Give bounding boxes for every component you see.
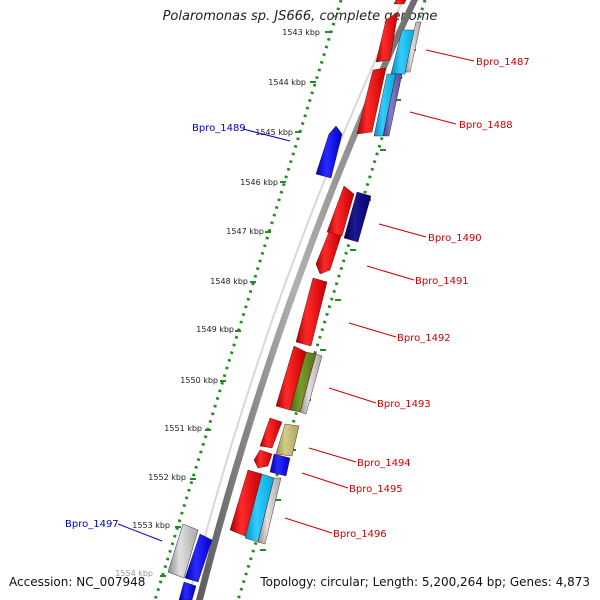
gene-bpro-1490-red (326, 185, 355, 237)
kbp-label: 1549 kbp (196, 325, 234, 334)
gene-bpro-1497-blue (184, 533, 213, 583)
topology-text: Topology: circular; Length: 5,200,264 bp… (260, 575, 590, 589)
inner-strand-genes (229, 0, 422, 545)
gene-bpro-1494-red (259, 417, 283, 449)
gene-bpro-1494-khaki (275, 423, 300, 457)
gene-label-bpro-1488: Bpro_1488 (459, 120, 513, 131)
outer-strand-genes (167, 125, 343, 600)
gene-bpro-1486 (393, 0, 407, 5)
gene-label-bpro-1493: Bpro_1493 (377, 399, 431, 410)
gene-bpro-1487-gray (404, 21, 422, 73)
kbp-label: 1544 kbp (268, 78, 306, 87)
gene-bpro-1496-gray (257, 477, 282, 545)
gene-bpro-1497-gray (167, 523, 199, 579)
kbp-labels: 1543 kbp 1544 kbp 1545 kbp 1546 kbp 1547… (115, 28, 320, 578)
leader-bpro-1493 (328, 387, 377, 404)
leader-bpro-1491 (366, 265, 415, 281)
gene-label-bpro-1487: Bpro_1487 (476, 57, 530, 68)
leader-bpro-1492 (348, 322, 397, 338)
kbp-label: 1551 kbp (164, 424, 202, 433)
leader-bpro-1487 (425, 49, 475, 62)
gene-labels-left: Bpro_1489 Bpro_1497 (65, 123, 246, 530)
gene-bpro-1490-navy (343, 191, 372, 243)
map-title: Polaromonas sp. JS666, complete genome (162, 9, 438, 24)
gene-label-bpro-1495: Bpro_1495 (349, 484, 403, 495)
gene-label-bpro-1496: Bpro_1496 (333, 529, 387, 540)
kbp-label: 1553 kbp (132, 521, 170, 530)
leader-bpro-1489 (242, 128, 291, 142)
accession-text: Accession: NC_007948 (9, 575, 146, 589)
leader-bpro-1488 (409, 111, 457, 125)
gene-bpro-1488-purple (382, 73, 403, 137)
gene-bpro-1491 (315, 231, 342, 275)
gene-label-bpro-1497: Bpro_1497 (65, 519, 119, 530)
leader-bpro-1494 (308, 447, 357, 463)
leader-bpro-1495 (301, 472, 349, 489)
kbp-label: 1543 kbp (282, 28, 320, 37)
outer-scale-dots (153, 0, 343, 600)
kbp-label: 1550 kbp (180, 376, 218, 385)
gene-label-bpro-1490: Bpro_1490 (428, 233, 482, 244)
gene-label-bpro-1492: Bpro_1492 (397, 333, 451, 344)
gene-bpro-1495 (269, 453, 291, 477)
gene-bpro-1489 (315, 125, 343, 179)
gene-bpro-1488-red (356, 67, 387, 135)
leader-bpro-1490 (378, 223, 427, 238)
kbp-label: 1552 kbp (148, 473, 186, 482)
kbp-label: 1548 kbp (210, 277, 248, 286)
kbp-label: 1545 kbp (255, 128, 293, 137)
gene-bpro-1487-red (375, 11, 399, 63)
genome-backbone-shadow (187, 0, 404, 600)
genome-backbone (196, 0, 418, 600)
gene-bpro-1498-blue (178, 581, 197, 600)
gene-bpro-1494-red2 (253, 449, 273, 469)
gene-bpro-1487-cyan (390, 29, 417, 75)
leader-bpro-1497 (117, 523, 163, 542)
leader-lines (117, 49, 475, 542)
gene-label-bpro-1491: Bpro_1491 (415, 276, 469, 287)
gene-bpro-1492 (295, 277, 328, 347)
gene-label-bpro-1494: Bpro_1494 (357, 458, 411, 469)
gene-label-bpro-1489: Bpro_1489 (192, 123, 246, 134)
gene-bpro-1496-red (229, 469, 263, 537)
kbp-label: 1547 kbp (226, 227, 264, 236)
kbp-label: 1554 kbp (115, 569, 153, 578)
gene-labels-right: Bpro_1487 Bpro_1488 Bpro_1490 Bpro_1491 … (333, 57, 530, 540)
gene-bpro-1493-gray (299, 353, 323, 415)
leader-bpro-1496 (284, 517, 333, 534)
kbp-label: 1546 kbp (240, 178, 278, 187)
